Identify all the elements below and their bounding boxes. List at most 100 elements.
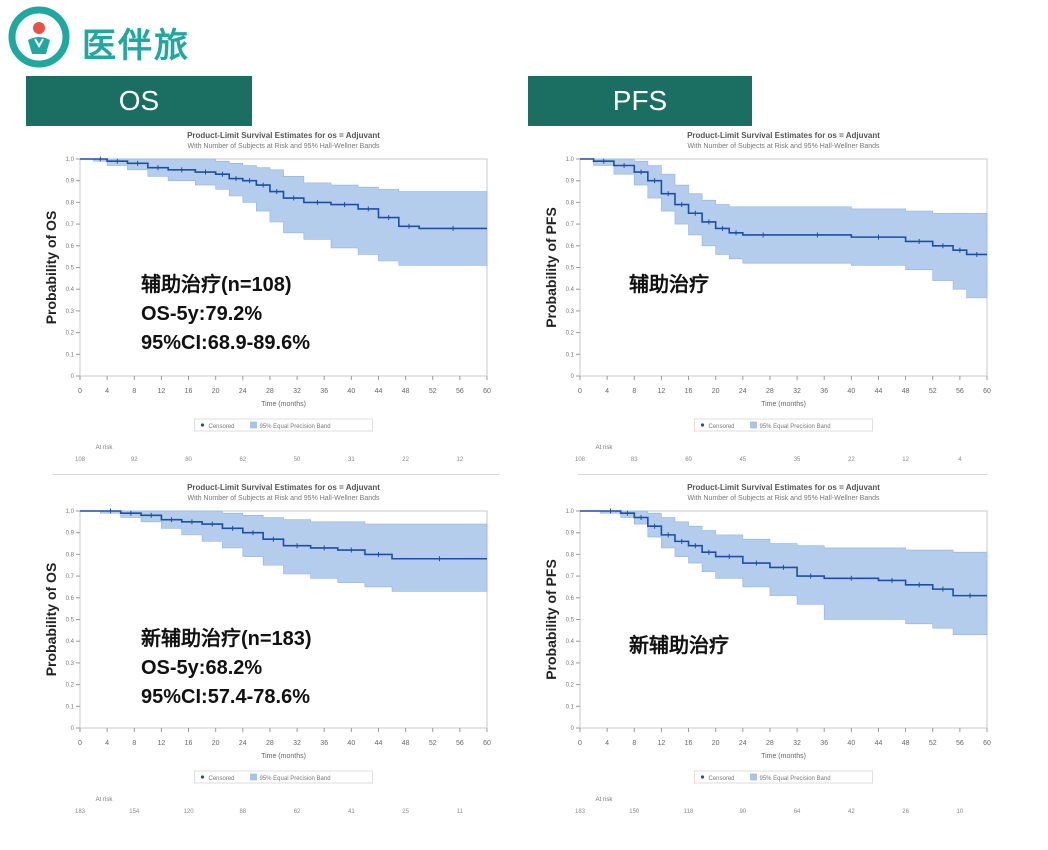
y-tick-label: 0.2: [66, 331, 75, 337]
x-tick-label: 28: [266, 740, 274, 747]
y-tick-label: 0: [71, 726, 75, 732]
y-tick-label: 0.3: [566, 661, 575, 667]
y-tick-label: 1.0: [66, 509, 75, 515]
y-tick-label: 1.0: [566, 157, 575, 163]
x-tick-label: 0: [78, 740, 82, 747]
brand-logo: 医伴旅: [8, 6, 198, 68]
x-tick-label: 48: [402, 740, 410, 747]
legend-band-label: 95% Equal Precision Band: [260, 424, 331, 430]
y-tick-label: 0.5: [566, 618, 575, 624]
y-tick-label: 0.5: [566, 266, 575, 272]
y-tick-label: 0.7: [566, 222, 575, 228]
row-divider-right: [578, 474, 988, 475]
pfs-neoadjuvant-annotation: 新辅助治疗: [629, 632, 729, 661]
at-risk-title: At risk: [96, 797, 114, 803]
x-tick-label: 56: [956, 740, 964, 747]
y-tick-label: 0.9: [566, 531, 575, 537]
os-neoadjuvant-annotation: 新辅助治疗(n=183) OS-5y:68.2% 95%CI:57.4-78.6…: [141, 625, 312, 712]
at-risk-count: 108: [75, 457, 86, 463]
x-tick-label: 24: [739, 388, 747, 395]
plot-subtitle: With Number of Subjects at Risk and 95% …: [187, 143, 380, 150]
plot-title: Product-Limit Survival Estimates for os …: [187, 483, 380, 492]
plot-title: Product-Limit Survival Estimates for os …: [187, 131, 380, 140]
x-tick-label: 32: [293, 388, 301, 395]
x-tick-label: 56: [456, 388, 464, 395]
y-tick-label: 0: [571, 726, 575, 732]
at-risk-count: 90: [739, 809, 746, 815]
y-tick-label: 0.1: [66, 704, 75, 710]
pfs-adjuvant-annotation: 辅助治疗: [629, 271, 709, 300]
x-tick-label: 40: [847, 740, 855, 747]
plot-title: Product-Limit Survival Estimates for os …: [687, 483, 880, 492]
x-tick-label: 40: [347, 388, 355, 395]
legend-censored-marker: [200, 775, 205, 779]
x-tick-label: 52: [929, 740, 937, 747]
legend-censored-label: Censored: [709, 424, 735, 430]
x-tick-label: 60: [483, 740, 491, 747]
y-tick-label: 0.4: [66, 639, 75, 645]
pfs-neoadjuvant-panel: Product-Limit Survival Estimates for os …: [540, 478, 1000, 823]
confidence-band: [80, 510, 488, 592]
legend-band-swatch: [250, 773, 257, 781]
x-tick-label: 52: [429, 740, 437, 747]
at-risk-title: At risk: [96, 445, 114, 451]
at-risk-count: 50: [294, 457, 301, 463]
legend-box: [694, 418, 873, 432]
x-tick-label: 0: [578, 388, 582, 395]
os-neoadjuvant-panel: Product-Limit Survival Estimates for os …: [40, 478, 500, 823]
at-risk-count: 12: [902, 457, 909, 463]
at-risk-count: 22: [402, 457, 409, 463]
x-tick-label: 44: [875, 740, 883, 747]
y-tick-label: 0.7: [566, 574, 575, 580]
x-tick-label: 36: [320, 388, 328, 395]
at-risk-count: 88: [239, 809, 246, 815]
x-tick-label: 24: [739, 740, 747, 747]
y-tick-label: 0.1: [566, 352, 575, 358]
y-tick-label: 1.0: [566, 509, 575, 515]
at-risk-count: 118: [684, 809, 694, 815]
x-tick-label: 28: [766, 388, 774, 395]
legend-band-label: 95% Equal Precision Band: [760, 424, 831, 430]
x-tick-label: 56: [456, 740, 464, 747]
at-risk-count: 64: [794, 809, 801, 815]
x-tick-label: 40: [347, 740, 355, 747]
x-tick-label: 16: [685, 388, 693, 395]
x-tick-label: 60: [983, 740, 991, 747]
at-risk-count: 150: [629, 809, 640, 815]
at-risk-count: 62: [239, 457, 246, 463]
x-tick-label: 16: [685, 740, 693, 747]
x-tick-label: 20: [712, 388, 720, 395]
legend-censored-label: Censored: [709, 776, 735, 782]
y-tick-label: 0.8: [566, 552, 575, 558]
os-adjuvant-annotation: 辅助治疗(n=108) OS-5y:79.2% 95%CI:68.9-89.6%: [141, 271, 310, 358]
x-tick-label: 0: [78, 388, 82, 395]
x-tick-label: 12: [158, 740, 166, 747]
y-tick-label: 0.7: [66, 222, 75, 228]
row-divider-left: [52, 474, 500, 475]
at-risk-title: At risk: [596, 445, 614, 451]
x-tick-label: 16: [185, 388, 193, 395]
at-risk-count: 183: [575, 809, 586, 815]
x-tick-label: 20: [212, 740, 220, 747]
km-chart: Product-Limit Survival Estimates for os …: [43, 131, 491, 463]
at-risk-count: 25: [402, 809, 409, 815]
at-risk-count: 10: [957, 809, 964, 815]
x-tick-label: 4: [605, 740, 609, 747]
at-risk-count: 108: [575, 457, 586, 463]
legend-band-swatch: [750, 773, 757, 781]
x-axis-label: Time (months): [761, 753, 806, 760]
y-axis-label: Probability of PFS: [543, 207, 559, 328]
x-tick-label: 8: [632, 740, 636, 747]
annotation-line: 95%CI:57.4-78.6%: [141, 686, 310, 708]
x-tick-label: 8: [132, 740, 136, 747]
km-chart: Product-Limit Survival Estimates for os …: [543, 483, 991, 815]
brand-name: 医伴旅: [82, 26, 190, 66]
at-risk-count: 45: [739, 457, 746, 463]
y-tick-label: 0.5: [66, 266, 75, 272]
x-tick-label: 28: [266, 388, 274, 395]
at-risk-title: At risk: [596, 797, 614, 803]
x-tick-label: 48: [902, 740, 910, 747]
x-tick-label: 60: [483, 388, 491, 395]
at-risk-count: 41: [348, 809, 355, 815]
y-tick-label: 0.6: [66, 596, 75, 602]
